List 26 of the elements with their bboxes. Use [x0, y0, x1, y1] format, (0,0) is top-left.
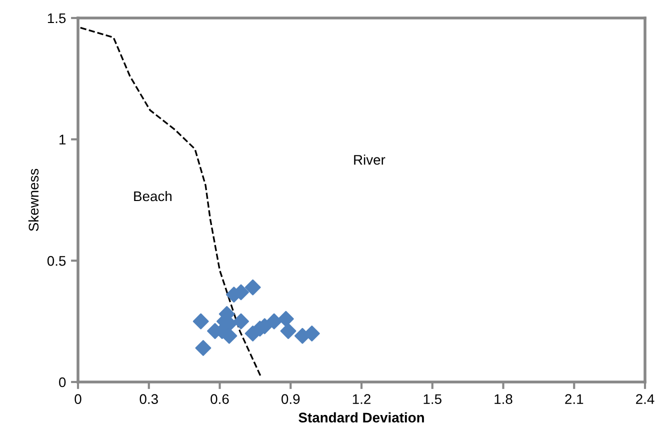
x-tick-label: 0.9 — [282, 394, 300, 404]
x-tick-label: 2.4 — [636, 394, 654, 404]
y-tick-label: 0 — [59, 377, 66, 388]
x-tick-label: 0 — [74, 394, 82, 404]
x-tick-label: 0.6 — [210, 394, 229, 404]
annotation: River — [354, 154, 386, 165]
point — [280, 323, 296, 340]
x-tick-label: 1.2 — [352, 394, 370, 404]
y-tick-label: 0.5 — [47, 256, 66, 266]
y-axis-title: Skewness — [28, 168, 39, 232]
point — [221, 328, 238, 344]
point — [278, 310, 294, 327]
x-tick-label: 2.1 — [565, 394, 584, 404]
point — [233, 313, 249, 330]
point — [266, 313, 282, 330]
point — [195, 340, 212, 356]
point — [244, 279, 261, 296]
x-tick-label: 0.3 — [140, 394, 158, 404]
y-tick-label: 1 — [60, 134, 66, 144]
x-tick-label: 1.5 — [424, 394, 442, 404]
line-series — [80, 26, 262, 378]
annotation: Beach — [134, 190, 172, 202]
x-tick-label: 1.8 — [494, 394, 512, 404]
x-axis-title: Standard Deviation — [298, 412, 424, 423]
point — [192, 313, 209, 330]
y-tick-label: 1.5 — [48, 13, 66, 24]
